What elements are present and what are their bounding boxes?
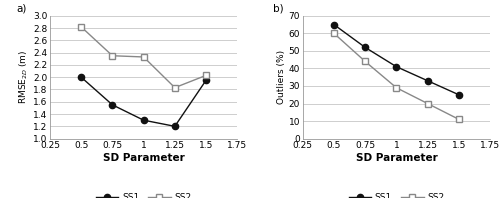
Y-axis label: Outliers (%): Outliers (%) bbox=[276, 50, 285, 104]
Text: a): a) bbox=[16, 3, 26, 13]
Legend: SS1, SS2: SS1, SS2 bbox=[345, 190, 448, 198]
Y-axis label: RMSE$_{2D}$ (m): RMSE$_{2D}$ (m) bbox=[18, 50, 30, 105]
Legend: SS1, SS2: SS1, SS2 bbox=[92, 190, 195, 198]
X-axis label: SD Parameter: SD Parameter bbox=[102, 153, 184, 163]
Text: b): b) bbox=[273, 3, 283, 13]
X-axis label: SD Parameter: SD Parameter bbox=[356, 153, 438, 163]
